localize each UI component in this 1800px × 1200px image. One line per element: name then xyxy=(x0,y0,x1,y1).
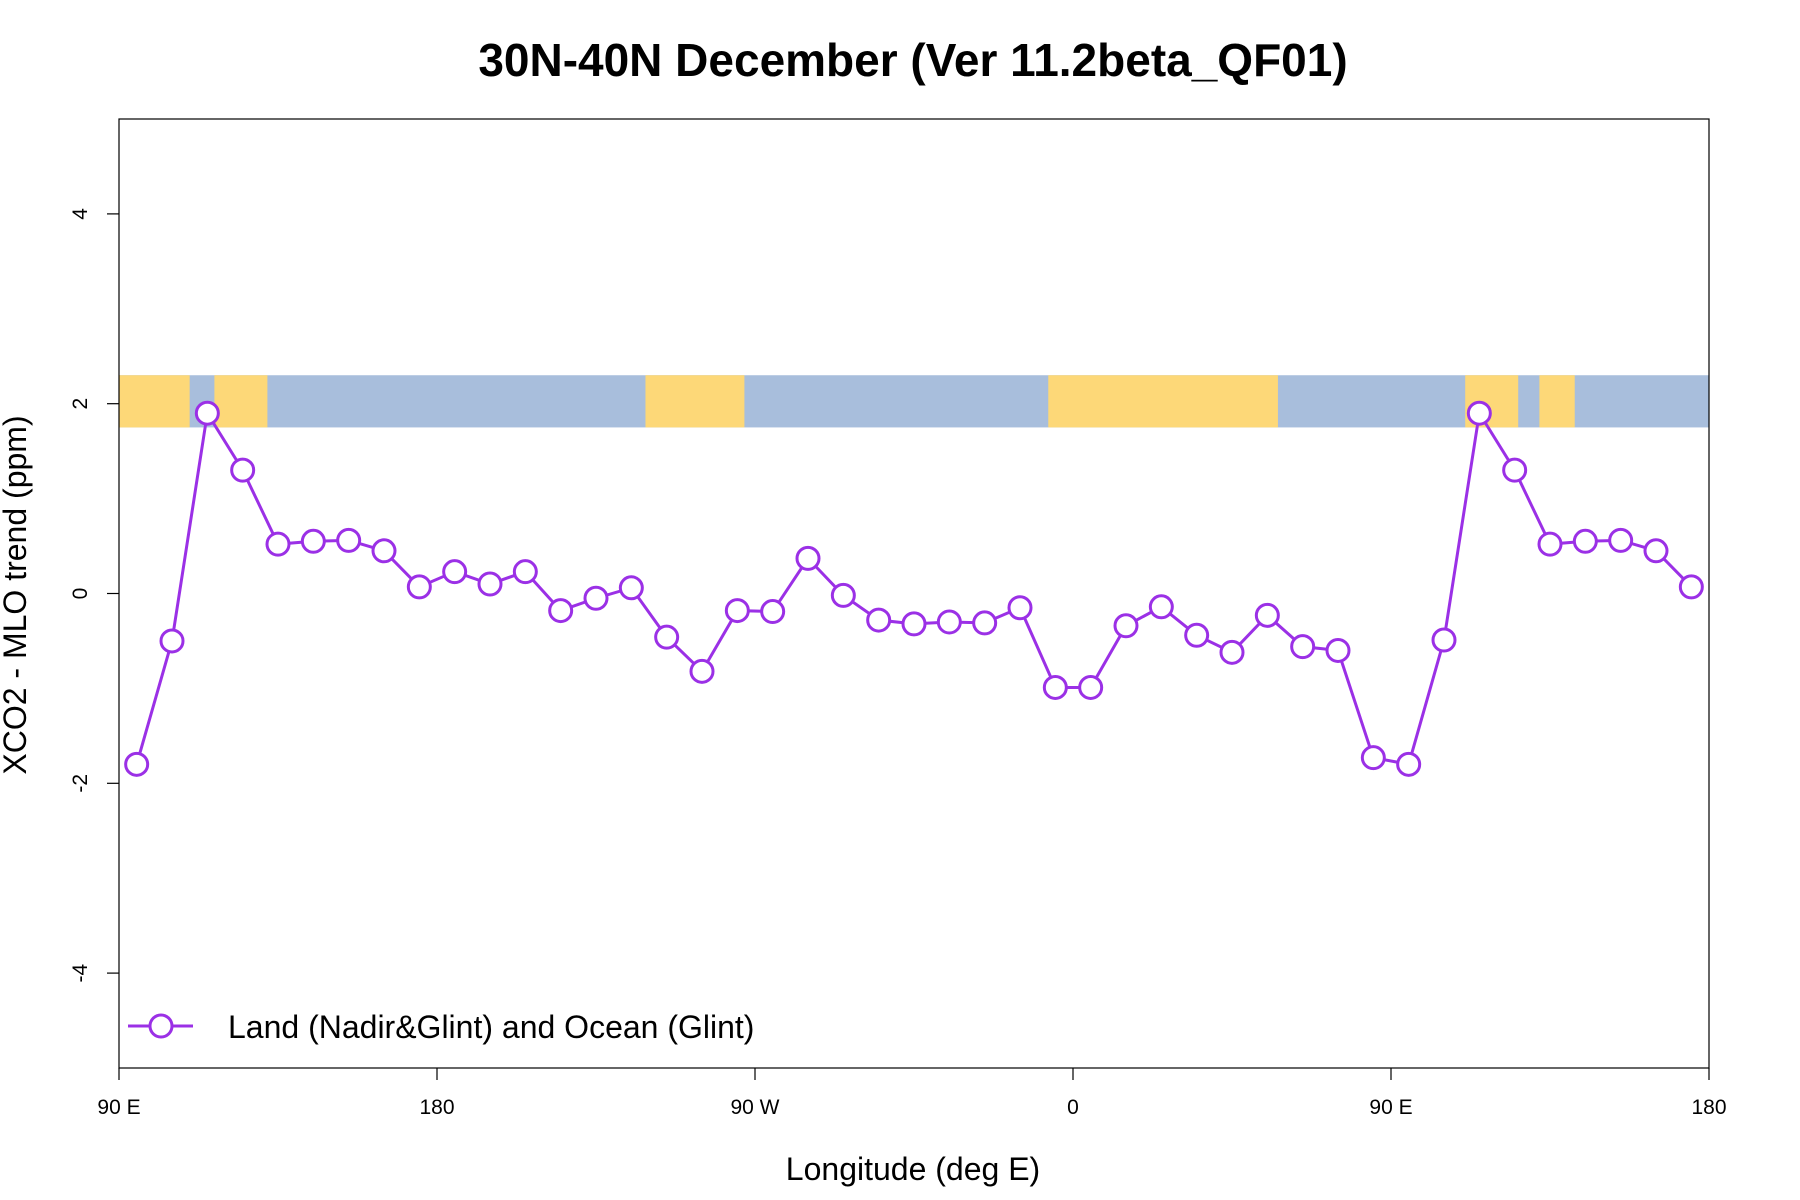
legend: Land (Nadir&Glint) and Ocean (Glint) xyxy=(128,1009,754,1045)
y-tick-label: -4 xyxy=(69,963,92,982)
data-point xyxy=(795,545,821,571)
x-tick-label: 90 E xyxy=(1369,1096,1412,1119)
data-point xyxy=(1502,457,1528,483)
data-point xyxy=(583,585,609,611)
data-point xyxy=(194,400,220,426)
y-axis: -4 -2 0 2 4 xyxy=(69,208,119,982)
series-line-path xyxy=(135,408,1693,767)
data-point xyxy=(866,607,892,633)
data-point xyxy=(654,624,680,650)
data-point xyxy=(1254,602,1280,628)
data-point xyxy=(230,457,256,483)
data-point xyxy=(1431,627,1457,653)
x-tick-label: 90 E xyxy=(97,1096,140,1119)
data-point xyxy=(512,559,538,585)
data-point xyxy=(300,528,326,554)
y-tick-label: 0 xyxy=(69,588,92,600)
data-point xyxy=(1184,622,1210,648)
data-point xyxy=(1078,674,1104,700)
data-point xyxy=(724,598,750,624)
data-point xyxy=(972,610,998,636)
data-point xyxy=(159,628,185,654)
data-point xyxy=(1466,400,1492,426)
data-point xyxy=(442,559,468,585)
data-point xyxy=(1007,595,1033,621)
data-point xyxy=(1360,745,1386,771)
y-tick-label: 4 xyxy=(69,208,92,220)
map-strip-land xyxy=(214,375,268,428)
y-tick-label: -2 xyxy=(69,774,92,793)
data-point xyxy=(265,531,291,557)
x-tick-label: 180 xyxy=(419,1096,454,1119)
data-point xyxy=(1608,527,1634,553)
data-point xyxy=(1290,634,1316,660)
data-point xyxy=(1572,528,1598,554)
map-strip xyxy=(119,375,1709,428)
data-point xyxy=(1678,574,1704,600)
map-strip-land xyxy=(1048,375,1278,428)
data-point xyxy=(1537,531,1563,557)
data-point xyxy=(124,751,150,777)
y-tick-label: 2 xyxy=(69,398,92,410)
data-point xyxy=(618,575,644,601)
data-point xyxy=(1325,637,1351,663)
x-axis-label: Longitude (deg E) xyxy=(786,1151,1040,1187)
legend-label: Land (Nadir&Glint) and Ocean (Glint) xyxy=(228,1009,754,1045)
x-tick-label: 180 xyxy=(1691,1096,1726,1119)
plot-frame xyxy=(118,118,1710,1069)
data-point xyxy=(477,571,503,597)
data-point xyxy=(336,527,362,553)
data-point xyxy=(830,582,856,608)
map-strip-land xyxy=(119,375,190,428)
y-axis-label: XCO2 - MLO trend (ppm) xyxy=(0,415,33,774)
data-point xyxy=(1113,613,1139,639)
data-point xyxy=(1148,594,1174,620)
data-point xyxy=(760,599,786,625)
legend-marker-swatch xyxy=(148,1013,174,1039)
map-strip-ocean xyxy=(119,375,1709,428)
data-point xyxy=(371,538,397,564)
data-point xyxy=(901,611,927,637)
data-point xyxy=(1643,538,1669,564)
data-point xyxy=(406,574,432,600)
map-strip-land xyxy=(645,375,745,428)
series-line xyxy=(124,400,1704,777)
data-point xyxy=(548,598,574,624)
map-strip-land xyxy=(1539,375,1575,428)
x-tick-label: 0 xyxy=(1067,1096,1079,1119)
x-axis: 90 E 180 90 W 0 90 E 180 xyxy=(97,1068,1727,1119)
data-point xyxy=(1396,751,1422,777)
data-point xyxy=(1042,674,1068,700)
data-point xyxy=(1219,639,1245,665)
chart-title: 30N-40N December (Ver 11.2beta_QF01) xyxy=(478,34,1347,86)
data-point xyxy=(689,658,715,684)
x-tick-label: 90 W xyxy=(730,1096,779,1119)
data-point xyxy=(936,609,962,635)
